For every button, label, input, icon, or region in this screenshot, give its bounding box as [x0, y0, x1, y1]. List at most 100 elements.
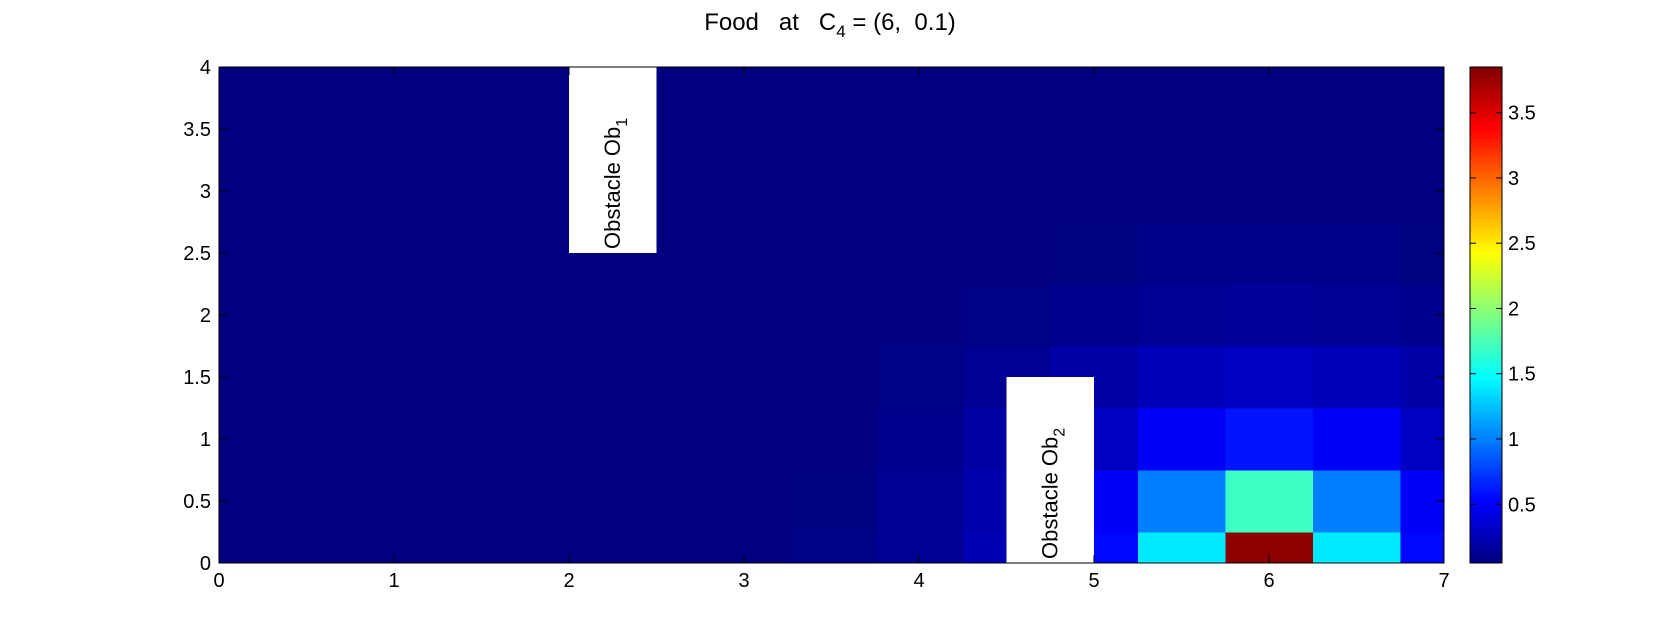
heat-cell	[1050, 98, 1139, 161]
colorbar-tick-label: 3	[1508, 168, 1519, 190]
heat-cell	[262, 67, 351, 99]
heat-cell	[1137, 346, 1226, 409]
title-rest: = (6, 0.1)	[846, 9, 956, 36]
heat-cell	[262, 98, 351, 161]
heat-cell	[875, 160, 964, 223]
x-tick-label: 3	[738, 570, 749, 592]
heat-cell	[1400, 532, 1445, 564]
heat-cell	[262, 408, 351, 471]
heat-cell	[350, 346, 439, 409]
heat-cell	[875, 98, 964, 161]
heat-cell	[262, 284, 351, 347]
heat-cell	[437, 67, 526, 99]
heat-cell	[350, 222, 439, 285]
y-tick-label: 3.5	[183, 119, 211, 141]
y-tick-label: 0.5	[183, 491, 211, 513]
heat-cell	[1050, 160, 1139, 223]
colorbar-tick-label: 0.5	[1508, 494, 1536, 516]
obstacle-label: Obstacle Ob2	[1037, 428, 1068, 559]
heat-cell	[787, 346, 876, 409]
heat-cell	[700, 222, 789, 285]
heat-cell	[875, 408, 964, 471]
heat-cell	[525, 470, 614, 533]
heat-cell	[1137, 222, 1226, 285]
heat-cell	[787, 532, 876, 564]
title-text: Food at C	[704, 9, 836, 36]
y-tick-label: 4	[200, 57, 211, 79]
heat-cell	[1050, 222, 1139, 285]
heat-cell	[875, 470, 964, 533]
x-tick-label: 6	[1263, 570, 1274, 592]
heat-cell	[875, 222, 964, 285]
colorbar-tick-label: 3.5	[1508, 103, 1536, 125]
heat-cell	[787, 284, 876, 347]
obstacle	[569, 67, 657, 253]
heat-cell	[1225, 408, 1314, 471]
obstacle-label-text: Obstacle Ob	[600, 127, 625, 249]
heat-cell	[525, 408, 614, 471]
x-tick-label: 1	[388, 570, 399, 592]
heat-cell	[1312, 98, 1401, 161]
heat-cell	[700, 160, 789, 223]
heat-cell	[1312, 222, 1401, 285]
heat-cell	[1225, 222, 1314, 285]
heat-cell	[1312, 470, 1401, 533]
y-tick-label: 1.5	[183, 367, 211, 389]
heat-cell	[350, 98, 439, 161]
heat-cell	[787, 408, 876, 471]
heat-cell	[437, 160, 526, 223]
heat-cell	[219, 532, 264, 564]
heat-cell	[1137, 160, 1226, 223]
heat-cell	[437, 408, 526, 471]
chart-title: Food at C4 = (6, 0.1)	[704, 9, 956, 41]
heat-cell	[1137, 532, 1226, 564]
heat-cell	[787, 67, 876, 99]
heat-cell	[1225, 470, 1314, 533]
x-tick-label: 7	[1438, 570, 1449, 592]
heat-cell	[262, 222, 351, 285]
heat-cell	[262, 470, 351, 533]
heat-cell	[612, 470, 701, 533]
heat-cell	[262, 532, 351, 564]
heat-cell	[612, 408, 701, 471]
heat-cell	[1312, 532, 1401, 564]
heat-cell	[962, 160, 1051, 223]
obstacle	[1006, 377, 1094, 563]
heat-cell	[437, 222, 526, 285]
heat-cell	[787, 222, 876, 285]
obstacle-label-text: Obstacle Ob	[1037, 437, 1062, 559]
heat-cell	[1312, 346, 1401, 409]
heat-cell	[437, 98, 526, 161]
heat-cell	[437, 284, 526, 347]
x-tick-label: 2	[563, 570, 574, 592]
heat-cell	[525, 346, 614, 409]
heat-cell	[1137, 408, 1226, 471]
heat-cell	[350, 408, 439, 471]
heat-cell	[700, 408, 789, 471]
heat-cell	[700, 98, 789, 161]
heat-cell	[962, 222, 1051, 285]
heat-cell	[1312, 284, 1401, 347]
heat-cell	[962, 98, 1051, 161]
heat-cell	[525, 284, 614, 347]
heat-cell	[700, 346, 789, 409]
heat-cell	[350, 160, 439, 223]
heat-cell	[350, 284, 439, 347]
heat-cell	[1137, 284, 1226, 347]
y-tick-label: 0	[200, 553, 211, 575]
colorbar-tick-label: 2.5	[1508, 233, 1536, 255]
heat-cell	[1137, 470, 1226, 533]
heat-cell	[962, 284, 1051, 347]
y-tick-label: 2	[200, 305, 211, 327]
heat-cell	[437, 470, 526, 533]
heat-cell	[219, 67, 264, 99]
x-tick-label: 0	[213, 570, 224, 592]
colorbar-tick-label: 1	[1508, 429, 1519, 451]
x-tick-label: 4	[913, 570, 924, 592]
heat-cell	[875, 346, 964, 409]
heat-cell	[612, 284, 701, 347]
y-tick-label: 2.5	[183, 243, 211, 265]
heat-cell	[1312, 67, 1401, 99]
colorbar	[1469, 66, 1503, 564]
heat-cell	[787, 98, 876, 161]
